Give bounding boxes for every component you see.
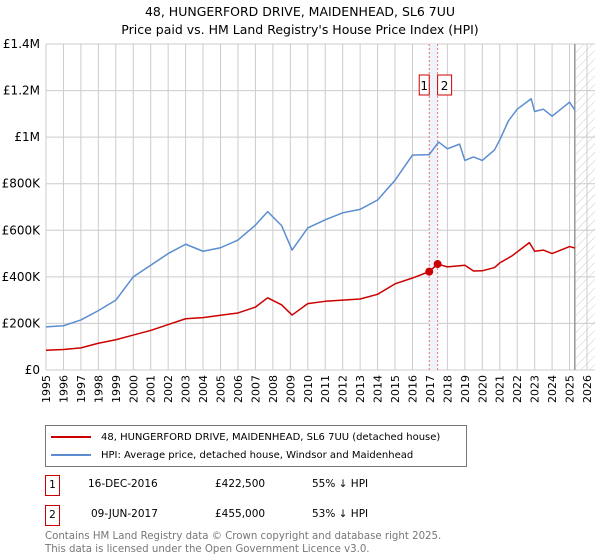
x-tick-label: 2015: [389, 375, 402, 403]
legend-label: HPI: Average price, detached house, Wind…: [101, 449, 414, 461]
x-tick-label: 2001: [145, 375, 158, 403]
legend: 48, HUNGERFORD DRIVE, MAIDENHEAD, SL6 7U…: [45, 425, 467, 467]
sale-label-box-1: [418, 74, 430, 96]
x-tick-label: 2011: [319, 375, 332, 403]
x-tick-label: 2006: [232, 375, 245, 403]
x-tick-label: 2009: [284, 375, 297, 403]
legend-item-property: 48, HUNGERFORD DRIVE, MAIDENHEAD, SL6 7U…: [51, 429, 440, 445]
x-tick-label: 2004: [197, 375, 210, 403]
x-tick-label: 2026: [581, 375, 594, 403]
x-tick-label: 2019: [459, 375, 472, 403]
x-tick-label: 2005: [215, 375, 228, 403]
projection-hatch: [574, 44, 595, 370]
x-tick-label: 2012: [337, 375, 350, 403]
y-tick-label: £800K: [2, 177, 42, 191]
property-price-line: [45, 241, 575, 351]
x-tick-label: 2017: [424, 375, 437, 403]
sale-label-box-2: [437, 74, 453, 96]
x-tick-label: 1998: [92, 375, 105, 403]
hpi-line: [45, 97, 576, 328]
transaction-hpi-diff: 55% ↓ HPI: [312, 478, 369, 490]
x-tick-label: 2002: [162, 375, 175, 403]
y-tick-label: £0: [25, 363, 40, 377]
y-tick-label: £200K: [2, 316, 42, 330]
sale-point-1: [425, 267, 434, 276]
x-tick-label: 2016: [406, 375, 419, 403]
chart-title: 48, HUNGERFORD DRIVE, MAIDENHEAD, SL6 7U…: [144, 4, 456, 19]
footer: Contains HM Land Registry data © Crown c…: [45, 530, 441, 556]
x-tick-label: 1997: [75, 375, 88, 403]
sale-label-2: 2: [441, 79, 449, 93]
plot-area: [46, 44, 595, 370]
footer-copyright: Contains HM Land Registry data © Crown c…: [45, 531, 442, 542]
x-tick-label: 1996: [57, 375, 70, 403]
transaction-date: 16-DEC-2016: [88, 478, 158, 490]
x-tick-label: 2025: [564, 375, 577, 403]
legend-item-hpi: HPI: Average price, detached house, Wind…: [51, 447, 413, 463]
x-tick-label: 2023: [529, 375, 542, 403]
transaction-price: £455,000: [215, 508, 266, 520]
y-tick-label: £600K: [2, 223, 42, 237]
x-tick-label: 2020: [476, 375, 489, 403]
x-tick-label: 2018: [441, 375, 454, 403]
footer-licence: This data is licensed under the Open Gov…: [45, 544, 370, 555]
sale-band: [429, 44, 438, 370]
x-tick-label: 2022: [511, 375, 524, 403]
x-tick-label: 2010: [302, 375, 315, 403]
transaction-marker: 2: [45, 505, 60, 526]
sale-label-1: 1: [420, 79, 428, 93]
y-tick-label: £1.2M: [3, 84, 40, 98]
y-tick-label: £400K: [2, 270, 42, 284]
chart-subtitle: Price paid vs. HM Land Registry's House …: [121, 22, 479, 37]
transaction-date: 09-JUN-2017: [91, 508, 158, 520]
y-tick-label: £1.4M: [3, 37, 40, 51]
x-tick-label: 1995: [40, 375, 53, 403]
transaction-price: £422,500: [215, 478, 266, 490]
sale-point-2: [433, 260, 442, 269]
transaction-hpi-diff: 53% ↓ HPI: [312, 508, 369, 520]
x-tick-label: 1999: [110, 375, 123, 403]
x-tick-label: 2013: [354, 375, 367, 403]
legend-label: 48, HUNGERFORD DRIVE, MAIDENHEAD, SL6 7U…: [101, 431, 441, 443]
legend-swatch-red: [51, 436, 91, 438]
x-tick-label: 2014: [372, 375, 385, 403]
x-tick-label: 2007: [249, 375, 262, 403]
x-tick-label: 2021: [494, 375, 507, 403]
legend-swatch-blue: [51, 454, 91, 456]
x-tick-label: 2003: [180, 375, 193, 403]
x-tick-label: 2008: [267, 375, 280, 403]
x-tick-label: 2024: [546, 375, 559, 403]
y-tick-label: £1M: [14, 130, 40, 144]
transaction-marker: 1: [45, 475, 60, 496]
x-tick-label: 2000: [127, 375, 140, 403]
